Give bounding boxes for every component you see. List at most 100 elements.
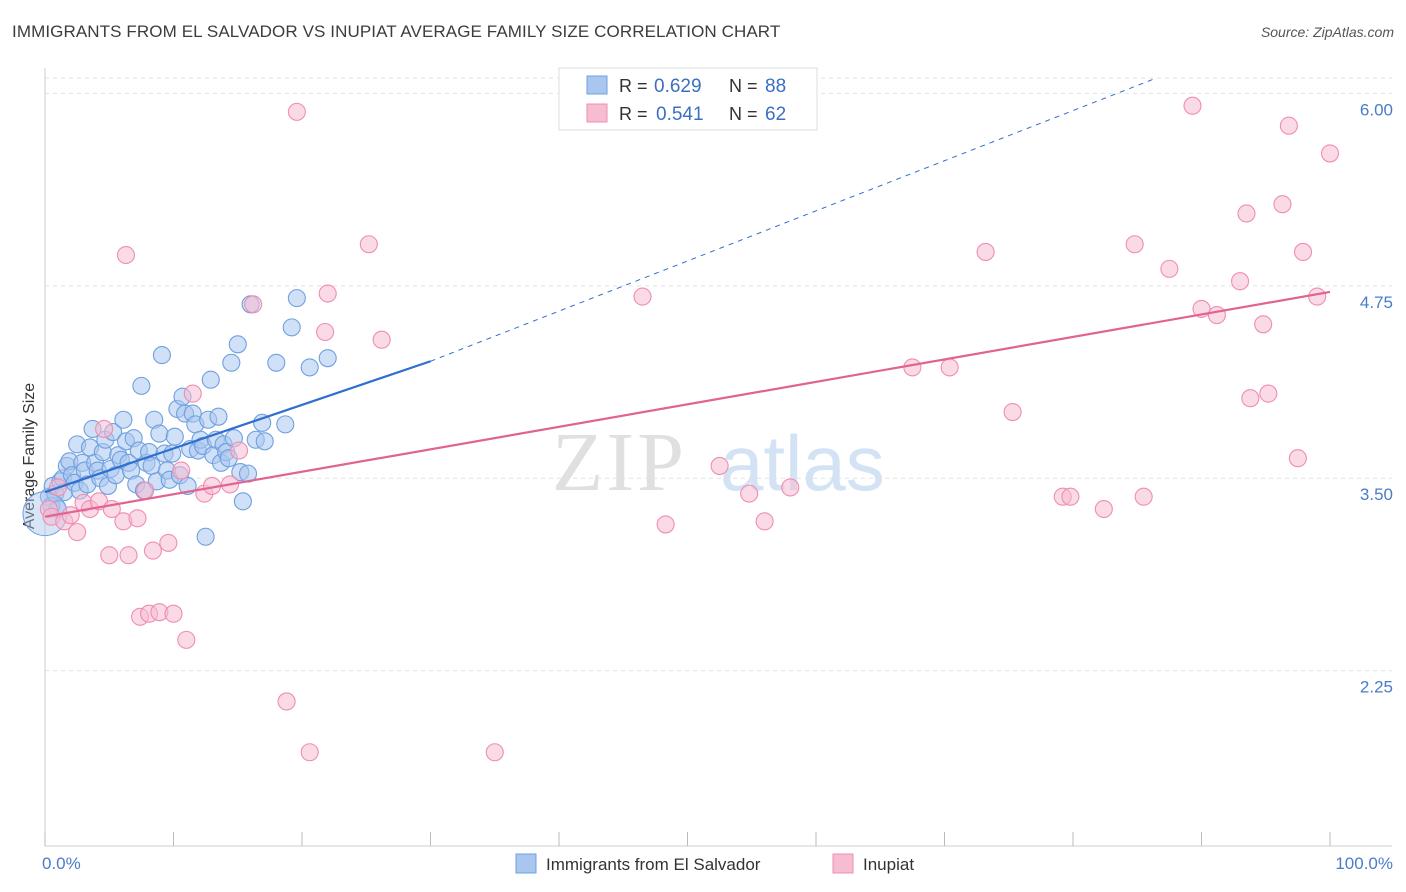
data-point xyxy=(100,546,119,565)
series-legend-swatch-pink xyxy=(832,853,854,874)
data-point xyxy=(136,481,155,500)
watermark-zip: ZIP xyxy=(552,416,687,509)
data-point xyxy=(1134,487,1153,506)
data-point xyxy=(1279,116,1298,135)
data-point xyxy=(318,284,337,303)
data-point xyxy=(1183,96,1202,115)
data-point xyxy=(316,322,335,342)
data-point xyxy=(255,432,274,451)
series-legend-swatch-blue xyxy=(515,853,537,874)
data-point xyxy=(1308,287,1327,306)
y-tick-label: 3.50 xyxy=(1360,485,1393,504)
correlation-legend: R = 0.629 N = 88 R = 0.541 N = 62 xyxy=(558,67,818,131)
series-legend-label-blue: Immigrants from El Salvador xyxy=(546,855,761,874)
trend-line-inupiat xyxy=(44,290,1331,518)
trend-lines xyxy=(44,77,1331,518)
data-point xyxy=(1259,384,1278,403)
data-point xyxy=(1003,402,1022,422)
data-point xyxy=(710,456,729,475)
data-point xyxy=(68,523,87,542)
data-point xyxy=(150,424,169,443)
legend-r-value-2: 0.541 xyxy=(656,104,704,125)
legend-r-value-1: 0.629 xyxy=(654,76,702,97)
legend-r-label-1: R = xyxy=(619,76,648,96)
data-point xyxy=(940,358,959,377)
data-point xyxy=(1207,306,1226,325)
legend-n-label-1: N = xyxy=(729,76,758,96)
data-point xyxy=(1241,389,1260,408)
data-point xyxy=(233,492,252,511)
data-point xyxy=(656,515,675,534)
data-point xyxy=(277,692,296,711)
data-point xyxy=(128,509,147,528)
data-point xyxy=(172,461,191,480)
data-point xyxy=(183,384,202,403)
data-point xyxy=(61,506,80,525)
legend-swatch-pink xyxy=(586,103,608,123)
data-point xyxy=(755,512,774,531)
data-point xyxy=(165,427,184,446)
data-point xyxy=(276,415,295,434)
trend-line-el-salvador xyxy=(44,360,431,494)
gridlines xyxy=(45,77,1392,672)
y-tick-label: 6.00 xyxy=(1360,100,1393,119)
data-point xyxy=(177,630,196,649)
legend-swatch-blue xyxy=(586,75,608,95)
data-point xyxy=(1160,259,1179,278)
data-point xyxy=(359,235,378,254)
chart-source: Source: ZipAtlas.com xyxy=(1260,24,1394,40)
y-axis-title: Average Family Size xyxy=(21,383,38,530)
data-point xyxy=(267,353,286,372)
data-point xyxy=(372,330,391,349)
data-point xyxy=(196,527,215,546)
data-point xyxy=(1273,195,1292,214)
data-point xyxy=(95,419,114,439)
series-legend: Immigrants from El Salvador Inupiat xyxy=(515,853,914,874)
data-point xyxy=(282,318,301,337)
data-point xyxy=(222,353,241,372)
chart-title: IMMIGRANTS FROM EL SALVADOR VS INUPIAT A… xyxy=(12,22,781,41)
data-point xyxy=(633,287,652,306)
legend-n-value-2: 62 xyxy=(765,104,786,125)
data-point xyxy=(287,102,306,121)
y-tick-label: 2.25 xyxy=(1360,678,1393,697)
data-point xyxy=(152,346,171,365)
data-point xyxy=(201,370,220,389)
data-point xyxy=(1061,487,1080,506)
series-legend-label-pink: Inupiat xyxy=(863,855,914,874)
data-point xyxy=(1094,499,1113,519)
data-point xyxy=(1231,272,1250,291)
data-point xyxy=(116,245,136,265)
data-point xyxy=(244,295,263,314)
data-point xyxy=(287,289,306,308)
data-point xyxy=(976,242,995,262)
legend-n-value-1: 88 xyxy=(765,76,786,97)
y-tick-label: 4.75 xyxy=(1360,293,1393,312)
x-tick-label-max: 100.0% xyxy=(1335,854,1393,873)
data-point xyxy=(1237,204,1256,223)
data-point xyxy=(1288,449,1307,468)
data-point xyxy=(164,604,183,623)
x-axis-ticks xyxy=(44,832,1331,846)
data-point xyxy=(485,743,504,762)
data-point xyxy=(132,376,151,395)
data-point xyxy=(903,358,922,377)
data-point xyxy=(1320,144,1340,163)
data-point xyxy=(740,484,759,503)
data-point xyxy=(1125,235,1144,254)
data-point xyxy=(1254,315,1273,334)
data-point xyxy=(143,541,162,560)
x-tick-label-min: 0.0% xyxy=(42,854,81,873)
data-point xyxy=(159,533,178,552)
data-point xyxy=(209,407,228,426)
legend-r-label-2: R = xyxy=(619,104,648,124)
y-tick-labels: 2.25 3.50 4.75 6.00 xyxy=(1360,100,1393,696)
data-point xyxy=(300,743,319,762)
data-point xyxy=(228,335,247,354)
series-inupiat-points xyxy=(39,96,1340,762)
data-point xyxy=(300,358,319,377)
data-point xyxy=(318,349,337,368)
data-point xyxy=(781,478,800,497)
data-point xyxy=(114,410,133,429)
